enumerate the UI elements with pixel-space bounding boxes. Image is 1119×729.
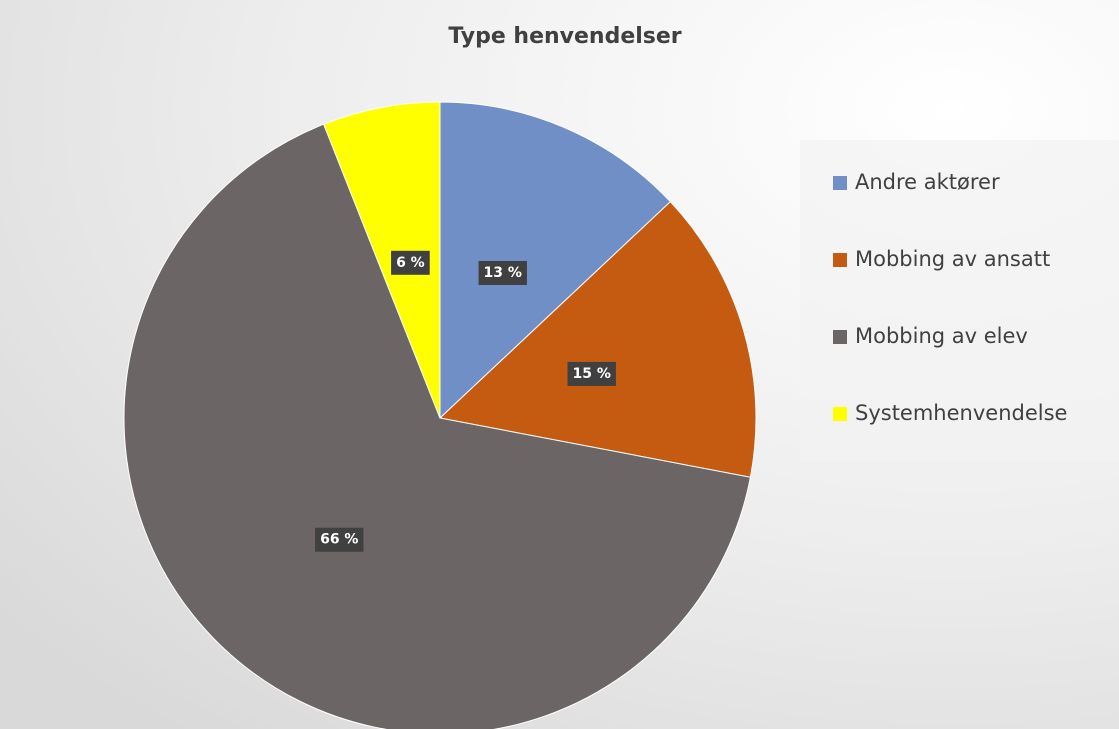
data-label-box (391, 250, 430, 275)
legend: Andre aktører Mobbing av ansatt Mobbing av… (833, 170, 1067, 425)
legend-box (800, 140, 1119, 462)
legend-label: Mobbing av ansatt (855, 247, 1050, 271)
legend-label: Andre aktører (855, 170, 1000, 194)
legend-label: Mobbing av elev (855, 324, 1028, 348)
legend-swatch (833, 407, 847, 421)
data-label-box (567, 361, 616, 386)
slices (123, 101, 757, 729)
data-label-box (478, 260, 527, 285)
legend-swatch (833, 330, 847, 344)
pie-slice (123, 123, 751, 729)
chart-title: Type henvendelser (448, 24, 681, 49)
data-label: 66 % (320, 532, 358, 548)
data-label-box (315, 527, 364, 552)
pie-slice (439, 101, 672, 420)
data-label: 15 % (573, 366, 611, 382)
legend-swatch (833, 253, 847, 267)
pie-slice (438, 200, 757, 478)
pie-slice (323, 101, 441, 419)
legend-label: Systemhenvendelse (855, 401, 1067, 425)
data-label: 13 % (484, 265, 522, 281)
labels: 13 % 15 % 66 % 6 % (315, 250, 616, 552)
data-label: 6 % (396, 255, 425, 271)
legend-swatch (833, 176, 847, 190)
